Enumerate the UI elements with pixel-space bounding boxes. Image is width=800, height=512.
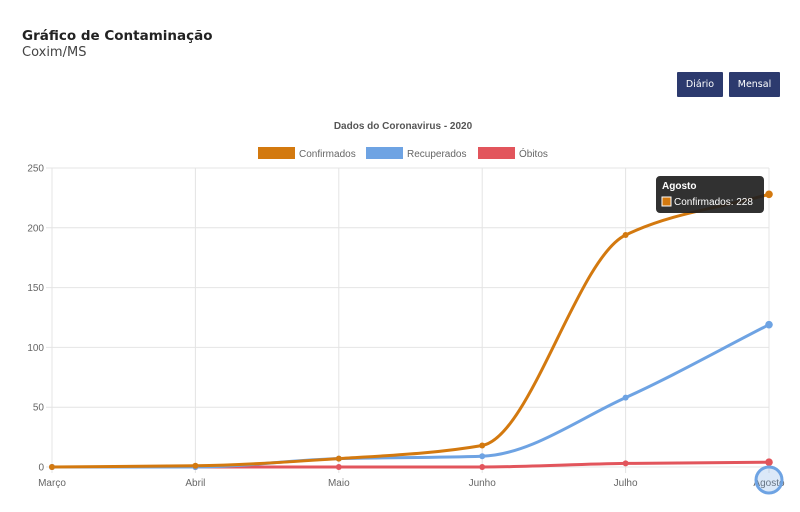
data-point[interactable]	[622, 460, 629, 467]
data-point[interactable]	[479, 464, 486, 470]
data-point[interactable]	[622, 231, 629, 238]
x-axis: Março Abril Maio Junho Julho Agosto	[38, 478, 785, 489]
data-point[interactable]	[765, 320, 773, 329]
x-tick-label: Agosto	[753, 478, 785, 489]
tooltip-swatch	[661, 196, 672, 207]
x-tick-label: Abril	[185, 478, 205, 489]
page-subtitle: Coxim/MS	[22, 45, 87, 60]
data-point[interactable]	[335, 464, 342, 470]
legend-label: Confirmados	[299, 149, 356, 160]
x-tick-label: Março	[38, 478, 66, 489]
chart-tooltip: Agosto Confirmados: 228	[656, 176, 764, 213]
chart-points	[49, 190, 784, 495]
hover-indicator	[754, 465, 784, 495]
page-title: Gráfico de Contaminação	[22, 28, 213, 44]
tooltip-label: Confirmados: 228	[674, 197, 753, 208]
chart-series	[51, 192, 770, 469]
x-tick-label: Maio	[328, 478, 350, 489]
data-point[interactable]	[49, 464, 55, 470]
data-point[interactable]	[335, 455, 342, 462]
data-point[interactable]	[765, 190, 773, 199]
series-line-recuperados	[51, 323, 770, 469]
daily-button[interactable]: Diário	[677, 72, 723, 97]
chart-title: Dados do Coronavirus - 2020	[334, 121, 473, 132]
tooltip-title: Agosto	[662, 181, 696, 192]
series-line-confirmados	[51, 192, 770, 469]
monthly-button[interactable]: Mensal	[729, 72, 780, 97]
legend-label: Óbitos	[519, 147, 548, 160]
data-point[interactable]	[479, 453, 486, 460]
legend-swatch	[258, 147, 295, 159]
y-tick-label: 0	[38, 463, 44, 474]
chart-grid	[46, 167, 770, 473]
x-tick-label: Julho	[614, 478, 638, 489]
data-point[interactable]	[479, 442, 486, 449]
y-tick-label: 250	[27, 164, 44, 175]
legend-swatch	[478, 147, 515, 159]
legend-swatch	[366, 147, 403, 159]
y-axis: 0 50 100 150 200 250	[27, 164, 44, 474]
tooltip-box	[656, 176, 764, 213]
data-point[interactable]	[765, 458, 773, 467]
chart-legend: Confirmados Recuperados Óbitos	[258, 147, 548, 160]
data-point[interactable]	[622, 394, 629, 401]
legend-label: Recuperados	[407, 149, 466, 160]
data-point[interactable]	[192, 462, 199, 469]
y-tick-label: 100	[27, 343, 44, 354]
y-tick-label: 150	[27, 283, 44, 294]
y-tick-label: 200	[27, 223, 44, 234]
x-tick-label: Junho	[469, 478, 497, 489]
y-tick-label: 50	[33, 403, 45, 414]
